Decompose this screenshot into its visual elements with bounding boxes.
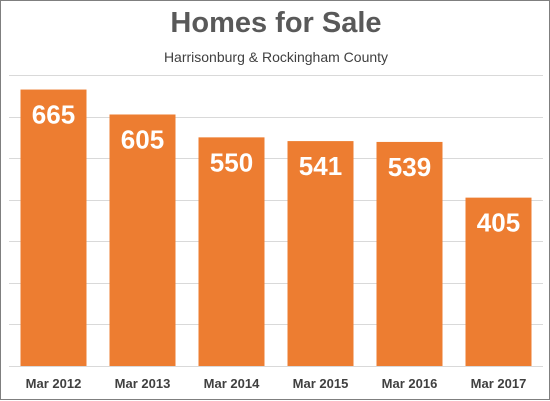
bar (376, 141, 443, 366)
x-tick-label: Mar 2014 (204, 376, 260, 391)
data-label: 541 (299, 151, 342, 181)
x-tick-label: Mar 2017 (471, 376, 527, 391)
data-label: 550 (210, 147, 253, 177)
chart-subtitle: Harrisonburg & Rockingham County (163, 49, 389, 65)
data-label: 405 (477, 208, 520, 238)
chart-title: Homes for Sale (170, 7, 382, 39)
x-tick-label: Mar 2016 (382, 376, 438, 391)
data-label: 605 (121, 124, 164, 154)
bar (198, 137, 265, 366)
bar (287, 141, 354, 366)
bar (20, 89, 87, 367)
x-tick-label: Mar 2013 (115, 376, 171, 391)
bar (465, 197, 532, 366)
data-label: 539 (388, 152, 431, 182)
data-label: 665 (32, 100, 75, 130)
x-tick-label: Mar 2015 (293, 376, 349, 391)
bar (109, 114, 176, 366)
x-tick-label: Mar 2012 (26, 376, 82, 391)
